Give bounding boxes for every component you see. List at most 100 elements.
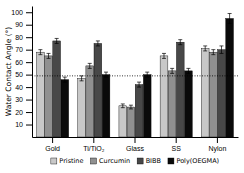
error-bar [203, 46, 207, 51]
y-tick: 30 [15, 96, 32, 103]
x-tick-label: Glass [126, 145, 144, 152]
bar [102, 75, 110, 137]
x-axis: Gold Ti/TiO₂ Glass SS Nylon [33, 137, 239, 153]
x-tick-mark [135, 137, 136, 143]
x-tick-label: SS [172, 145, 182, 152]
chart-svg: 10 20 30 40 50 60 70 80 90 100 Gold Ti/TiO₂ Glass SS N… [0, 0, 244, 173]
y-axis: 10 20 30 40 50 60 70 80 90 100 [11, 7, 32, 138]
y-tick: 40 [15, 84, 32, 91]
x-tick-mark [52, 137, 53, 143]
bar [53, 41, 61, 137]
bar [45, 56, 53, 137]
plot: 10 20 30 40 50 60 70 80 90 100 Gold Ti/TiO₂ Glass SS N… [11, 7, 238, 153]
legend-label: Curcumin [99, 157, 130, 165]
y-tick-label: 40 [15, 84, 23, 91]
error-bar [219, 46, 223, 53]
y-tick-mark [26, 87, 32, 88]
y-tick: 60 [15, 59, 32, 66]
error-bar [38, 50, 42, 55]
legend-swatch [51, 158, 57, 164]
x-tick-label: Gold [45, 145, 60, 152]
series [61, 13, 234, 137]
x-tick-mark [176, 137, 177, 143]
series [53, 38, 226, 137]
y-tick-mark [26, 62, 32, 63]
legend-swatch [91, 158, 97, 164]
legend-label: Pristine [59, 157, 83, 165]
bar [226, 18, 234, 137]
chart-container: 10 20 30 40 50 60 70 80 90 100 Gold Ti/TiO₂ Glass SS N… [0, 0, 244, 173]
y-tick-label: 90 [15, 21, 23, 28]
error-bar [170, 68, 174, 73]
legend: Pristine Curcumin BIBB Poly(OEGMA) [51, 157, 219, 165]
series [45, 50, 218, 137]
y-tick: 20 [15, 109, 32, 116]
bar [160, 56, 168, 137]
error-bar [47, 53, 51, 58]
y-tick: 90 [15, 21, 32, 28]
bar [135, 85, 143, 137]
bar [61, 80, 69, 137]
x-tick: SS [172, 137, 182, 152]
bar [201, 48, 209, 137]
x-tick: Ti/TiO₂ [83, 137, 105, 152]
bar [185, 71, 193, 137]
y-tick-mark [26, 100, 32, 101]
legend-item: Poly(OEGMA) [168, 157, 219, 165]
legend-item: Pristine [51, 157, 84, 165]
y-tick: 80 [15, 34, 32, 41]
x-tick-mark [93, 137, 94, 143]
y-tick-label: 50 [15, 71, 23, 78]
bar [119, 106, 127, 137]
y-tick-label: 100 [11, 9, 23, 16]
error-bar [145, 72, 149, 77]
bar [37, 52, 45, 137]
error-bar [228, 13, 232, 23]
error-bar [211, 50, 215, 55]
legend-item: BIBB [137, 157, 161, 165]
x-tick-label: Nylon [208, 145, 226, 153]
bar [209, 52, 217, 137]
y-tick: 10 [15, 121, 32, 128]
x-tick-mark [217, 137, 218, 143]
error-bar [104, 72, 108, 77]
y-tick-label: 30 [15, 96, 23, 103]
y-tick-mark [26, 75, 32, 76]
y-tick-label: 20 [15, 109, 23, 116]
bar [176, 42, 184, 137]
bar [168, 71, 176, 137]
y-tick-mark [26, 50, 32, 51]
y-tick-label: 10 [15, 121, 23, 128]
marks [32, 13, 238, 137]
x-tick: Glass [126, 137, 144, 152]
y-tick: 100 [11, 9, 32, 16]
error-bar [178, 40, 182, 45]
error-bar [186, 68, 190, 73]
legend-label: Poly(OEGMA) [176, 157, 219, 165]
y-tick-mark [26, 25, 32, 26]
error-bar [80, 76, 84, 81]
y-tick-label: 70 [15, 46, 23, 53]
bar [94, 43, 102, 137]
y-axis-line [32, 7, 33, 138]
bar [143, 75, 151, 137]
legend-swatch [137, 158, 143, 164]
error-bar [162, 53, 166, 58]
y-tick: 70 [15, 46, 32, 53]
bar [78, 78, 86, 137]
error-bar [63, 77, 67, 82]
legend-item: Curcumin [91, 157, 131, 165]
legend-label: BIBB [146, 157, 161, 165]
y-tick-mark [26, 125, 32, 126]
y-tick-mark [26, 112, 32, 113]
bar [86, 66, 94, 137]
x-tick: Nylon [208, 137, 226, 153]
x-tick: Gold [45, 137, 60, 152]
y-tick-label: 80 [15, 34, 23, 41]
reference-line [32, 75, 238, 76]
error-bar [55, 38, 59, 43]
y-axis-title: Water Contact Angle (°) [4, 27, 13, 117]
y-tick: 50 [15, 71, 32, 78]
error-bar [137, 82, 141, 87]
error-bar [88, 63, 92, 68]
